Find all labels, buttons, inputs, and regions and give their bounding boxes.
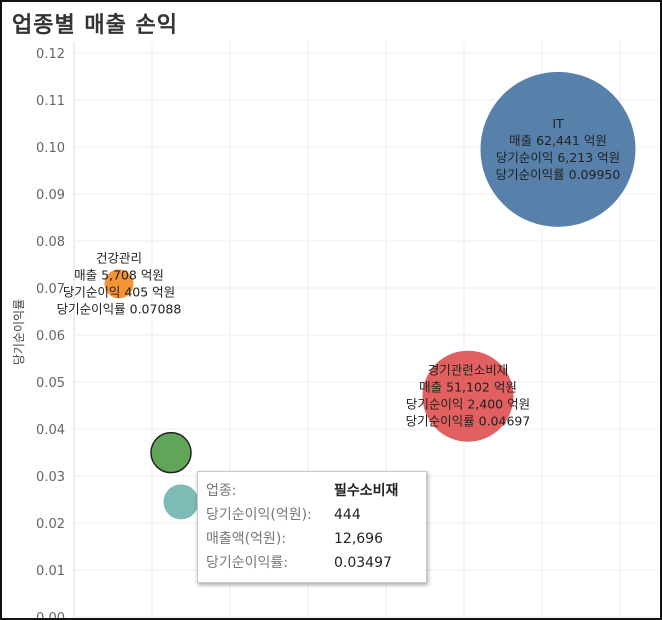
chart-title: 업종별 매출 손익 [12, 13, 178, 38]
bubble-label: 매출 51,102 억원 [419, 380, 517, 395]
bubble-건강관리 [103, 268, 135, 300]
bubble-label: 당기순이익률 0.04697 [406, 414, 531, 429]
tooltip-value: 0.03497 [334, 555, 392, 571]
y-tick-label: 0.03 [36, 470, 65, 485]
tooltip-value: 444 [334, 507, 361, 523]
bubble-경기관련소비재 [421, 349, 515, 443]
y-tick-label: 0.05 [36, 376, 65, 391]
bubble-label: 건강관리 [96, 250, 142, 265]
tooltip-value: 필수소비재 [334, 483, 399, 499]
bubble-필수소비재 [150, 431, 192, 474]
y-tick-label: 0.01 [36, 564, 65, 579]
y-tick-label: 0.02 [36, 517, 65, 532]
y-tick-label: 0.08 [36, 235, 65, 250]
bubble-label: IT [552, 116, 564, 131]
tooltip-value: 12,696 [334, 531, 383, 547]
y-tick-label: 0.12 [36, 47, 65, 62]
y-tick-label: 0.10 [36, 141, 65, 156]
bubble-other [162, 483, 200, 521]
tooltip: 업종: 필수소비재 당기순이익(억원): 444 매출액(억원): 12,696… [197, 471, 427, 583]
y-tick-label: 0.11 [36, 94, 65, 109]
bubble-label: 당기순이익 6,213 억원 [496, 150, 620, 165]
bubble-IT [479, 70, 637, 228]
tooltip-key: 업종: [206, 483, 237, 499]
tooltip-key: 당기순이익(억원): [206, 507, 312, 523]
y-tick-label: 0.07 [36, 282, 65, 297]
tooltip-key: 매출액(억원): [206, 531, 287, 547]
bubble-label: 매출 62,441 억원 [509, 133, 607, 148]
bubble-label: 당기순이익률 0.07088 [57, 301, 182, 316]
bubble-label: 경기관련소비재 [428, 363, 509, 378]
y-tick-label: 0.00 [36, 611, 65, 618]
tooltip-key: 당기순이익률: [206, 555, 288, 571]
bubble-label: 당기순이익률 0.09950 [496, 167, 621, 182]
y-tick-label: 0.09 [36, 188, 65, 203]
y-tick-label: 0.06 [36, 329, 65, 344]
y-tick-label: 0.04 [36, 423, 65, 438]
bubble-label: 매출 5,708 억원 [74, 267, 164, 282]
bubble-label: 당기순이익 405 억원 [63, 284, 175, 299]
bubble-label: 당기순이익 2,400 억원 [406, 397, 530, 412]
